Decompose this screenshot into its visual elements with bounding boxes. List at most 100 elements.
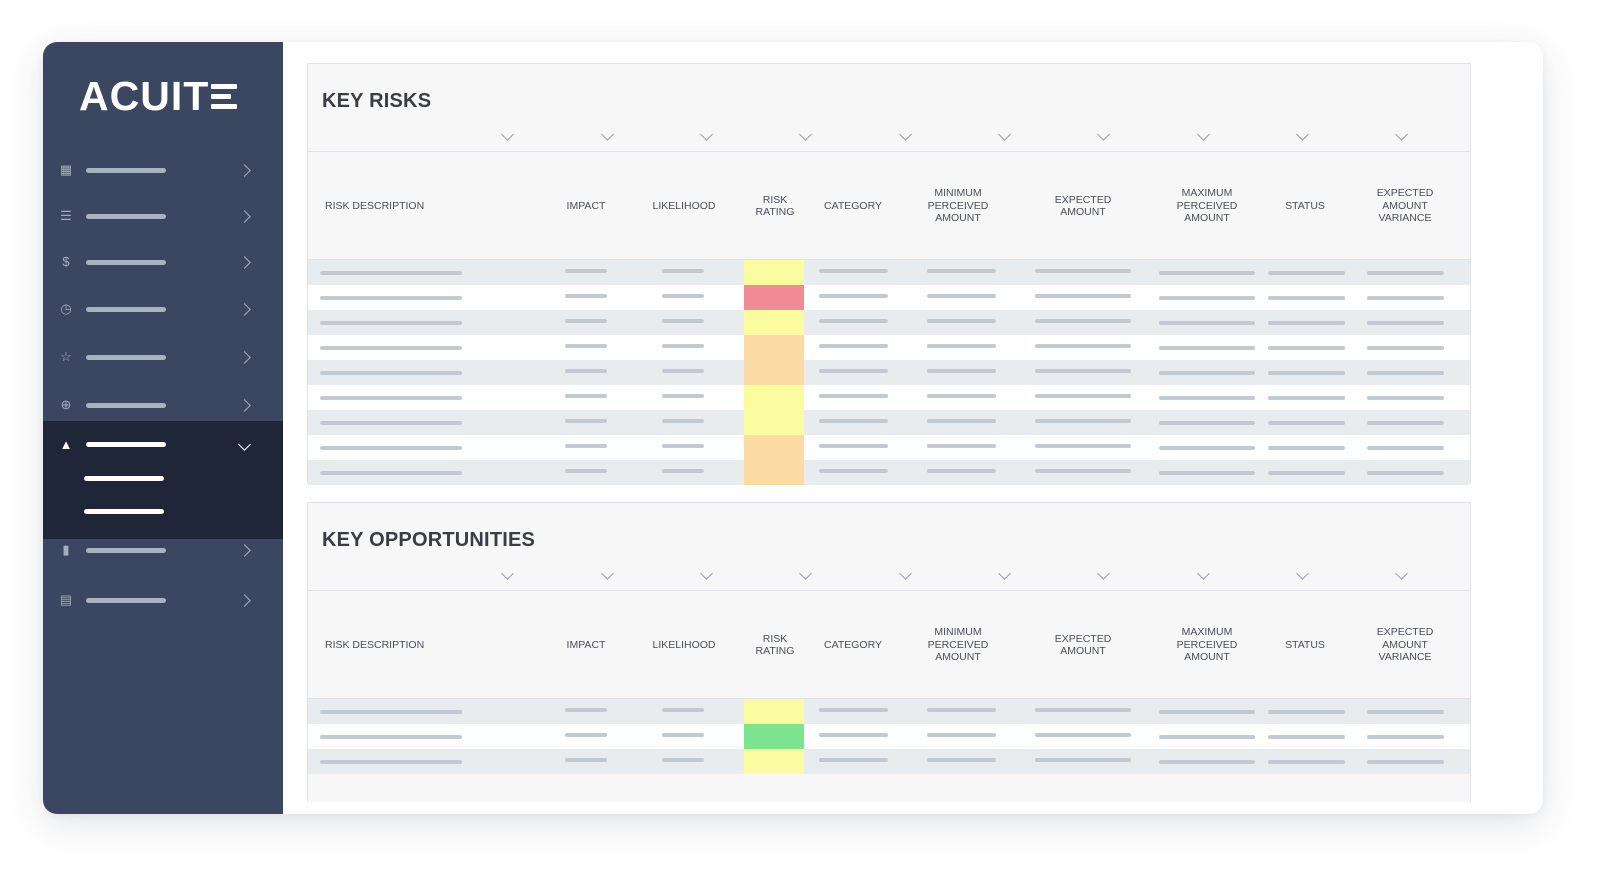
sidebar-item-label-placeholder xyxy=(86,167,166,173)
column-filter-chevron-icon[interactable] xyxy=(1097,128,1110,141)
table-row[interactable] xyxy=(308,260,1470,285)
cell-placeholder xyxy=(1367,710,1444,714)
cell-placeholder xyxy=(565,369,607,373)
table-row[interactable] xyxy=(308,724,1470,749)
table-row[interactable] xyxy=(308,385,1470,410)
risk-rating-cell xyxy=(744,335,804,360)
sidebar-item-0[interactable]: ▦ xyxy=(43,156,283,184)
risk-rating-cell xyxy=(744,260,804,285)
cell-placeholder xyxy=(927,733,996,737)
cell-placeholder xyxy=(662,344,704,348)
cell-placeholder xyxy=(1367,396,1444,400)
cell-placeholder xyxy=(662,419,704,423)
column-header[interactable]: STATUS xyxy=(1285,199,1325,212)
column-filter-chevron-icon[interactable] xyxy=(501,128,514,141)
document-icon: ▤ xyxy=(59,592,73,607)
table-row[interactable] xyxy=(308,699,1470,724)
column-header[interactable]: MAXIMUM PERCEIVED AMOUNT xyxy=(1176,187,1238,225)
cell-placeholder xyxy=(662,444,704,448)
column-filter-chevron-icon[interactable] xyxy=(799,128,812,141)
cell-placeholder xyxy=(1268,296,1345,300)
column-header[interactable]: LIKELIHOOD xyxy=(652,638,716,651)
star-icon: ☆ xyxy=(60,349,72,364)
cell-placeholder xyxy=(662,394,704,398)
cell-placeholder xyxy=(565,319,607,323)
column-filter-chevron-icon[interactable] xyxy=(899,567,912,580)
sidebar-item-3[interactable]: ◷ xyxy=(43,295,283,323)
cell-placeholder xyxy=(927,369,996,373)
list-icon: ☰ xyxy=(60,208,72,223)
table-row[interactable] xyxy=(308,410,1470,435)
sidebar-item-5[interactable]: ⊕ xyxy=(43,391,283,419)
column-header[interactable]: RISK RATING xyxy=(755,193,795,219)
sidebar-item-8[interactable]: ▤ xyxy=(43,586,283,614)
column-header[interactable]: EXPECTED AMOUNT VARIANCE xyxy=(1376,187,1434,225)
column-header[interactable]: LIKELIHOOD xyxy=(652,199,716,212)
column-header[interactable]: IMPACT xyxy=(566,199,606,212)
column-filter-chevron-icon[interactable] xyxy=(1395,128,1408,141)
sidebar-item-4[interactable]: ☆ xyxy=(43,343,283,371)
table-row[interactable] xyxy=(308,749,1470,774)
key-risks-rows xyxy=(308,260,1470,485)
column-header[interactable]: RISK DESCRIPTION xyxy=(325,199,425,212)
column-filter-chevron-icon[interactable] xyxy=(899,128,912,141)
chevron-down-icon[interactable] xyxy=(238,438,251,451)
cell-placeholder xyxy=(320,321,462,325)
column-header[interactable]: CATEGORY xyxy=(824,199,882,212)
column-filter-chevron-icon[interactable] xyxy=(700,128,713,141)
column-filter-chevron-icon[interactable] xyxy=(1296,567,1309,580)
table-row[interactable] xyxy=(308,335,1470,360)
cell-placeholder xyxy=(819,319,888,323)
column-filter-chevron-icon[interactable] xyxy=(700,567,713,580)
column-filter-chevron-icon[interactable] xyxy=(1296,128,1309,141)
risk-rating-cell xyxy=(744,460,804,485)
key-risks-panel: KEY RISKS RISK DESCRIPTION IMPACT LIKELIHO… xyxy=(307,63,1471,485)
chevron-right-icon xyxy=(238,350,251,364)
column-filter-chevron-icon[interactable] xyxy=(1197,128,1210,141)
column-filter-chevron-icon[interactable] xyxy=(799,567,812,580)
column-filter-chevron-icon[interactable] xyxy=(1395,567,1408,580)
warning-icon: ▲ xyxy=(59,436,73,452)
column-header[interactable]: MAXIMUM PERCEIVED AMOUNT xyxy=(1176,626,1238,664)
cell-placeholder xyxy=(1268,710,1345,714)
column-header[interactable]: STATUS xyxy=(1285,638,1325,651)
column-header[interactable]: MINIMUM PERCEIVED AMOUNT xyxy=(927,187,989,225)
column-header[interactable]: EXPECTED AMOUNT xyxy=(1054,632,1112,658)
table-row[interactable] xyxy=(308,360,1470,385)
column-filter-chevron-icon[interactable] xyxy=(601,567,614,580)
column-filter-chevron-icon[interactable] xyxy=(601,128,614,141)
sidebar-item-1[interactable]: ☰ xyxy=(43,202,283,230)
cell-placeholder xyxy=(819,294,888,298)
column-header[interactable]: RISK RATING xyxy=(755,632,795,658)
column-filter-chevron-icon[interactable] xyxy=(501,567,514,580)
table-row[interactable] xyxy=(308,435,1470,460)
column-filter-chevron-icon[interactable] xyxy=(1097,567,1110,580)
cell-placeholder xyxy=(1367,321,1444,325)
cell-placeholder xyxy=(927,344,996,348)
sidebar-item-7[interactable]: ▮ xyxy=(43,536,283,564)
column-header[interactable]: IMPACT xyxy=(566,638,606,651)
column-header[interactable]: RISK DESCRIPTION xyxy=(325,638,425,651)
table-row[interactable] xyxy=(308,310,1470,335)
cell-placeholder xyxy=(819,269,888,273)
sidebar-item-6[interactable]: ▲ xyxy=(43,421,283,468)
column-header[interactable]: EXPECTED AMOUNT xyxy=(1054,193,1112,219)
acuite-logo[interactable]: ACUIT xyxy=(79,73,238,119)
sidebar-subitem-0[interactable] xyxy=(84,476,164,481)
risk-rating-cell xyxy=(744,285,804,310)
key-opportunities-title: KEY OPPORTUNITIES xyxy=(322,529,536,551)
file-icon: ▮ xyxy=(62,542,70,557)
table-row[interactable] xyxy=(308,460,1470,485)
sidebar-subitem-1[interactable] xyxy=(84,509,164,514)
sidebar-item-2[interactable]: $ xyxy=(43,248,283,276)
app-window: ACUIT ▦ ☰ $ ◷ ☆ ⊕ ▲ ▮ ▤ KEY RISKS RISK DESCRIPTI… xyxy=(43,42,1543,814)
cell-placeholder xyxy=(1035,469,1131,473)
column-filter-chevron-icon[interactable] xyxy=(998,128,1011,141)
cell-placeholder xyxy=(565,269,607,273)
column-header[interactable]: CATEGORY xyxy=(824,638,882,651)
column-filter-chevron-icon[interactable] xyxy=(998,567,1011,580)
column-filter-chevron-icon[interactable] xyxy=(1197,567,1210,580)
column-header[interactable]: MINIMUM PERCEIVED AMOUNT xyxy=(927,626,989,664)
table-row[interactable] xyxy=(308,285,1470,310)
column-header[interactable]: EXPECTED AMOUNT VARIANCE xyxy=(1376,626,1434,664)
